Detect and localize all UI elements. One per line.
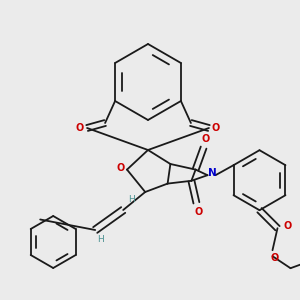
- Text: O: O: [76, 123, 84, 133]
- Text: H: H: [97, 236, 104, 244]
- Text: O: O: [194, 207, 202, 217]
- Text: O: O: [212, 123, 220, 133]
- Text: H: H: [128, 196, 135, 205]
- Text: O: O: [284, 221, 292, 231]
- Text: N: N: [208, 168, 217, 178]
- Text: O: O: [117, 163, 125, 172]
- Text: O: O: [202, 134, 210, 144]
- Text: O: O: [270, 253, 279, 263]
